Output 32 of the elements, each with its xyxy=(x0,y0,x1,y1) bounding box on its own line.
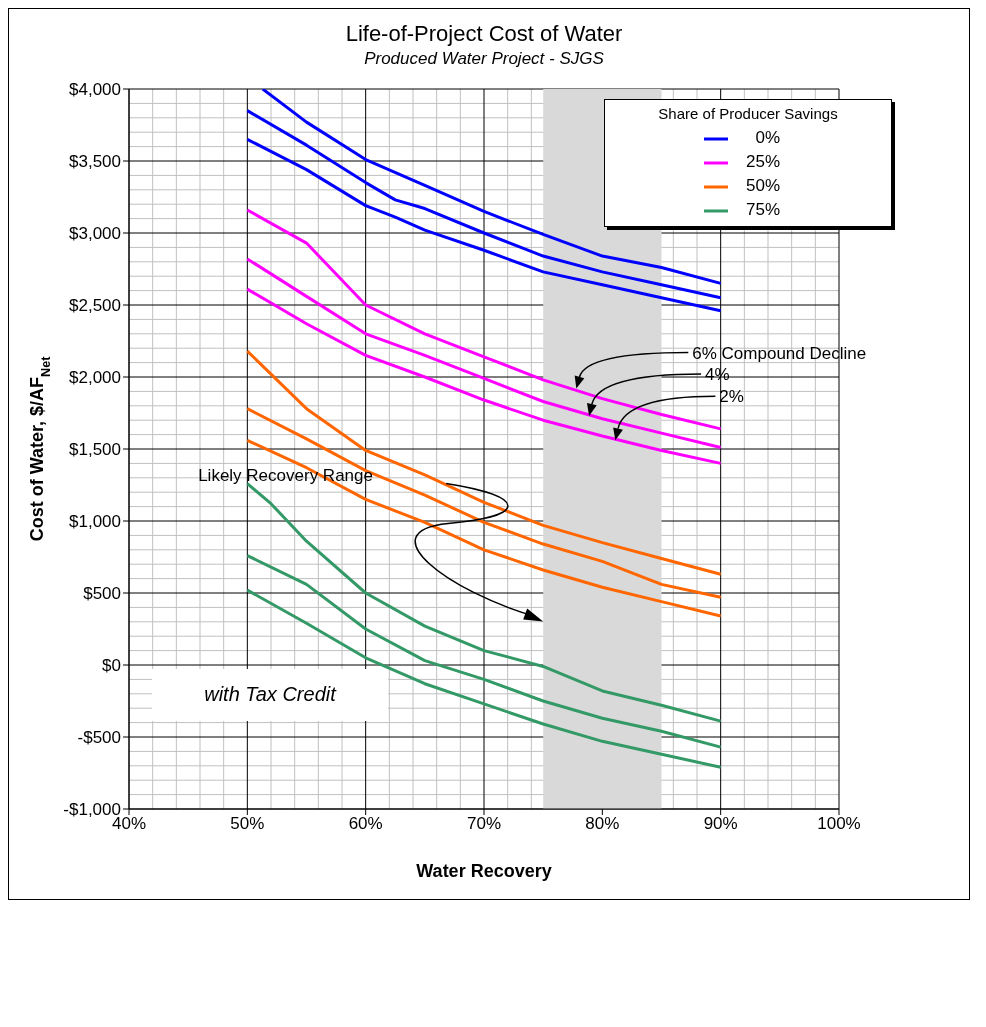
y-tick-label: $0 xyxy=(102,656,121,676)
y-tick-label: $500 xyxy=(83,584,121,604)
y-tick-label: $2,000 xyxy=(69,368,121,388)
line-series xyxy=(245,482,723,723)
y-tick-label: $3,000 xyxy=(69,224,121,244)
legend-label: 50% xyxy=(744,175,780,198)
y-tick-label: -$500 xyxy=(77,728,121,748)
legend-label: 25% xyxy=(744,151,780,174)
y-tick-label: $2,500 xyxy=(69,296,121,316)
annotation: 6% Compound Decline xyxy=(692,343,867,363)
legend-title: Share of Producer Savings xyxy=(658,105,838,122)
y-tick-label: $3,500 xyxy=(69,152,121,172)
annotation: with Tax Credit xyxy=(204,683,338,705)
x-tick-label: 70% xyxy=(466,814,502,834)
x-tick-label: 90% xyxy=(703,814,738,834)
x-tick-label: 80% xyxy=(585,814,620,834)
line-series xyxy=(245,137,723,313)
x-tick-label: 100% xyxy=(817,814,861,834)
line-series xyxy=(245,588,723,769)
x-tick-label: 60% xyxy=(348,814,383,834)
x-tick-label: 50% xyxy=(230,814,265,834)
y-tick-label: $4,000 xyxy=(69,80,121,100)
line-series xyxy=(245,407,723,599)
y-tick-label: $1,500 xyxy=(69,440,121,460)
chart-subtitle: Produced Water Project - SJGS xyxy=(363,49,605,69)
line-series xyxy=(245,554,723,749)
legend-label: 75% xyxy=(744,199,780,222)
line-series xyxy=(245,438,723,618)
x-axis-title: Water Recovery xyxy=(416,861,552,881)
legend-label: 0% xyxy=(754,127,780,150)
y-tick-label: $1,000 xyxy=(69,512,121,532)
chart-title: Life-of-Project Cost of Water xyxy=(344,21,624,47)
